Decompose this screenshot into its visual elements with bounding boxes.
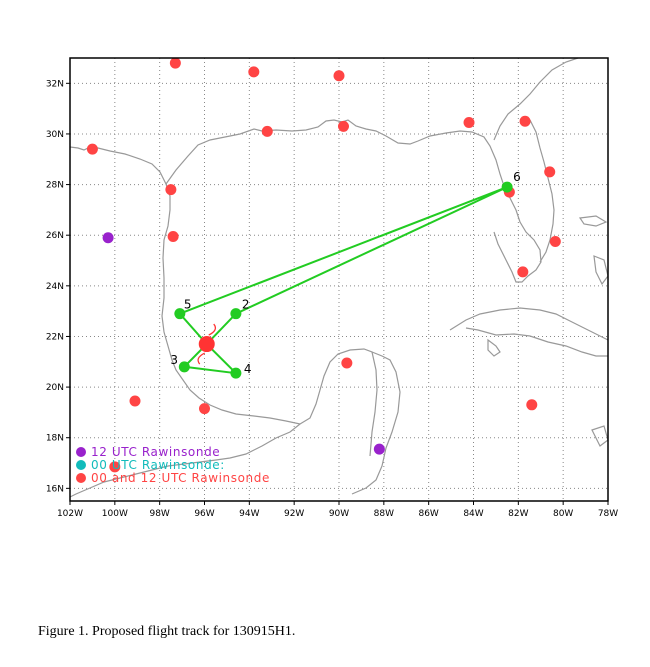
- coastline-mexico-south: [69, 423, 301, 498]
- rawinsonde-site: [109, 461, 121, 473]
- rawinsonde-site: [248, 66, 260, 78]
- y-tick-label: 28N: [46, 181, 64, 191]
- x-tick-label: 90W: [329, 509, 349, 519]
- x-tick-label: 80W: [553, 509, 573, 519]
- rawinsonde-sites: [86, 57, 561, 473]
- legend-label: 12 UTC Rawinsonde: [91, 445, 220, 459]
- coastline-cuba: [449, 307, 609, 357]
- y-tick-label: 20N: [46, 383, 64, 393]
- storm-center: [197, 323, 217, 365]
- coastlines: [69, 57, 609, 498]
- y-tick-label: 32N: [46, 79, 64, 89]
- rawinsonde-site: [549, 236, 561, 248]
- rawinsonde-site: [169, 57, 181, 69]
- rawinsonde-site: [165, 184, 177, 196]
- rawinsonde-site: [544, 166, 556, 178]
- waypoint-label: 3: [170, 353, 178, 367]
- waypoint-marker: [230, 308, 242, 320]
- waypoint-label: 5: [184, 298, 192, 312]
- rawinsonde-site: [129, 395, 141, 407]
- y-tick-label: 26N: [46, 231, 64, 241]
- storm-arm: [197, 352, 206, 365]
- waypoint-label: 6: [513, 170, 521, 184]
- x-tick-label: 82W: [508, 509, 528, 519]
- rawinsonde-site: [526, 399, 538, 411]
- x-tick-label: 100W: [102, 509, 128, 519]
- coastline-florida-east: [493, 57, 579, 263]
- waypoint-marker: [178, 361, 190, 373]
- storm-center-marker: [198, 336, 215, 353]
- x-tick-label: 96W: [194, 509, 214, 519]
- legend-label: 00 and 12 UTC Rawinsonde: [91, 471, 270, 485]
- waypoint-marker: [230, 367, 242, 379]
- legend-marker: [76, 447, 86, 457]
- rawinsonde-site: [199, 403, 210, 415]
- y-tick-label: 30N: [46, 130, 64, 140]
- x-tick-label: 88W: [374, 509, 394, 519]
- rawinsonde-site: [167, 230, 179, 242]
- coastline-yucatan-east: [351, 351, 401, 495]
- rawinsonde-site: [86, 143, 98, 155]
- waypoint-label: 4: [244, 362, 252, 376]
- y-tick-label: 18N: [46, 434, 64, 444]
- x-tick-label: 94W: [239, 509, 259, 519]
- waypoint-marker: [501, 181, 513, 193]
- flight-track: [178, 186, 508, 375]
- waypoint-label: 2: [242, 298, 250, 312]
- rawinsonde-site: [261, 125, 273, 137]
- track-line: [178, 186, 508, 375]
- x-tick-label: 86W: [418, 509, 438, 519]
- y-tick-label: 24N: [46, 282, 64, 292]
- figure-caption: Figure 1. Proposed flight track for 1309…: [38, 624, 296, 639]
- legend-label: 00 UTC Rawinsonde:: [91, 458, 225, 472]
- rawinsonde-site: [463, 117, 475, 129]
- y-tick-label: 22N: [46, 332, 64, 342]
- rawinsonde-site: [337, 120, 349, 132]
- rawinsonde-site: [333, 70, 345, 82]
- waypoints: 2 6 5 3 4: [170, 170, 521, 379]
- x-tick-label: 78W: [598, 509, 618, 519]
- map-background: [70, 58, 608, 501]
- rawinsonde-site: [102, 232, 114, 244]
- storm-arm: [208, 323, 217, 336]
- axis-labels: 102W 100W 98W 96W 94W 92W 90W 88W 86W 84W 82W 80W 78…: [46, 79, 618, 519]
- coastline-us-north: [165, 119, 542, 283]
- grid-lines: [69, 58, 609, 501]
- x-tick-label: 102W: [57, 509, 83, 519]
- rawinsonde-site: [517, 266, 529, 278]
- legend-marker: [76, 473, 86, 483]
- rawinsonde-site: [373, 443, 385, 455]
- x-tick-label: 92W: [284, 509, 304, 519]
- coastline-islands: [487, 215, 609, 447]
- rawinsonde-site: [519, 115, 531, 127]
- rawinsonde-site: [341, 357, 353, 369]
- x-tick-label: 98W: [149, 509, 169, 519]
- x-tick-label: 84W: [463, 509, 483, 519]
- y-tick-label: 16N: [46, 484, 64, 494]
- coastline-gulf: [69, 146, 378, 457]
- legend-marker: [76, 460, 86, 470]
- waypoint-marker: [174, 308, 186, 320]
